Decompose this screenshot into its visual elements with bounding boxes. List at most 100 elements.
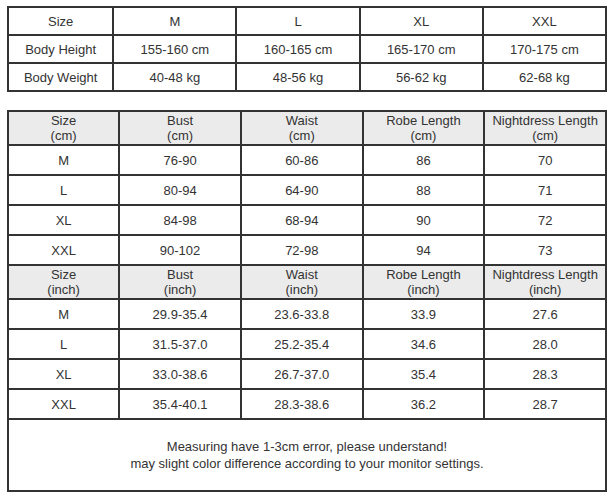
waist-cell: 68-94 <box>241 205 363 235</box>
robe-length-cell: 90 <box>363 205 485 235</box>
header-unit: (cm) <box>122 128 238 143</box>
bust-cell: 80-94 <box>119 175 241 205</box>
weight-cell: 56-62 kg <box>360 63 483 91</box>
header-unit: (inch) <box>487 282 603 297</box>
row-xl-inch: XL 33.0-38.6 26.7-37.0 35.4 28.3 <box>8 359 606 389</box>
nightdress-length-cell: 27.6 <box>484 299 606 329</box>
waist-cell: 60-86 <box>241 145 363 175</box>
size-cell: XL <box>8 205 119 235</box>
bust-cell: 90-102 <box>119 235 241 265</box>
row-m-cm: M 76-90 60-86 86 70 <box>8 145 606 175</box>
header-title: Size <box>11 267 116 282</box>
header-cell-l: L <box>236 7 359 35</box>
header-cell-waist-cm: Waist (cm) <box>241 111 363 145</box>
header-unit: (inch) <box>11 282 116 297</box>
row-l-cm: L 80-94 64-90 88 71 <box>8 175 606 205</box>
header-title: Robe Length <box>366 267 482 282</box>
size-cell: M <box>8 145 119 175</box>
measuring-note: Measuring have 1-3cm error, please under… <box>8 419 606 491</box>
robe-length-cell: 86 <box>363 145 485 175</box>
header-cell-robe-length-cm: Robe Length (cm) <box>363 111 485 145</box>
weight-cell: 62-68 kg <box>483 63 606 91</box>
header-unit: (inch) <box>244 282 360 297</box>
row-xxl-inch: XXL 35.4-40.1 28.3-38.6 36.2 28.7 <box>8 389 606 419</box>
header-cell-xl: XL <box>360 7 483 35</box>
nightdress-length-cell: 71 <box>484 175 606 205</box>
size-cell: M <box>8 299 119 329</box>
header-title: Waist <box>244 267 360 282</box>
size-cell: L <box>8 175 119 205</box>
robe-length-cell: 35.4 <box>363 359 485 389</box>
body-height-row: Body Height 155-160 cm 160-165 cm 165-17… <box>8 35 606 63</box>
size-cell: XXL <box>8 389 119 419</box>
header-cell-robe-length-inch: Robe Length (inch) <box>363 265 485 299</box>
header-title: Robe Length <box>366 113 482 128</box>
height-cell: 155-160 cm <box>113 35 236 63</box>
cm-header-row: Size (cm) Bust (cm) Waist (cm) Robe Leng… <box>8 111 606 145</box>
nightdress-length-cell: 70 <box>484 145 606 175</box>
robe-length-cell: 88 <box>363 175 485 205</box>
row-m-inch: M 29.9-35.4 23.6-33.8 33.9 27.6 <box>8 299 606 329</box>
header-unit: (inch) <box>366 282 482 297</box>
note-line-2: may slight color difference according to… <box>11 455 603 472</box>
height-cell: 170-175 cm <box>483 35 606 63</box>
robe-length-cell: 94 <box>363 235 485 265</box>
header-cell-bust-cm: Bust (cm) <box>119 111 241 145</box>
size-cell: L <box>8 329 119 359</box>
header-title: Bust <box>122 113 238 128</box>
header-cell-size-inch: Size (inch) <box>8 265 119 299</box>
note-row: Measuring have 1-3cm error, please under… <box>8 419 606 491</box>
inch-header-row: Size (inch) Bust (inch) Waist (inch) Rob… <box>8 265 606 299</box>
waist-cell: 64-90 <box>241 175 363 205</box>
row-xl-cm: XL 84-98 68-94 90 72 <box>8 205 606 235</box>
body-table-header-row: Size M L XL XXL <box>8 7 606 35</box>
waist-cell: 28.3-38.6 <box>241 389 363 419</box>
nightdress-length-cell: 28.7 <box>484 389 606 419</box>
size-cell: XL <box>8 359 119 389</box>
bust-cell: 29.9-35.4 <box>119 299 241 329</box>
header-unit: (inch) <box>122 282 238 297</box>
bust-cell: 76-90 <box>119 145 241 175</box>
header-cell-waist-inch: Waist (inch) <box>241 265 363 299</box>
note-line-1: Measuring have 1-3cm error, please under… <box>11 438 603 455</box>
header-unit: (cm) <box>366 128 482 143</box>
body-measurements-table: Size M L XL XXL Body Height 155-160 cm 1… <box>7 6 607 92</box>
header-title: Nightdress Length <box>487 113 603 128</box>
header-cell-nightdress-length-cm: Nightdress Length (cm) <box>484 111 606 145</box>
nightdress-length-cell: 28.3 <box>484 359 606 389</box>
nightdress-length-cell: 73 <box>484 235 606 265</box>
bust-cell: 84-98 <box>119 205 241 235</box>
height-cell: 165-170 cm <box>360 35 483 63</box>
header-title: Size <box>11 113 116 128</box>
nightdress-length-cell: 72 <box>484 205 606 235</box>
row-l-inch: L 31.5-37.0 25.2-35.4 34.6 28.0 <box>8 329 606 359</box>
header-title: Waist <box>244 113 360 128</box>
header-cell-size-cm: Size (cm) <box>8 111 119 145</box>
size-cell: XXL <box>8 235 119 265</box>
bust-cell: 33.0-38.6 <box>119 359 241 389</box>
waist-cell: 72-98 <box>241 235 363 265</box>
header-unit: (cm) <box>11 128 116 143</box>
header-cell-nightdress-length-inch: Nightdress Length (inch) <box>484 265 606 299</box>
header-cell-size: Size <box>8 7 113 35</box>
robe-length-cell: 36.2 <box>363 389 485 419</box>
header-unit: (cm) <box>244 128 360 143</box>
waist-cell: 23.6-33.8 <box>241 299 363 329</box>
nightdress-length-cell: 28.0 <box>484 329 606 359</box>
waist-cell: 26.7-37.0 <box>241 359 363 389</box>
height-cell: 160-165 cm <box>236 35 359 63</box>
row-xxl-cm: XXL 90-102 72-98 94 73 <box>8 235 606 265</box>
header-cell-xxl: XXL <box>483 7 606 35</box>
header-title: Nightdress Length <box>487 267 603 282</box>
header-cell-m: M <box>113 7 236 35</box>
garment-size-table: Size (cm) Bust (cm) Waist (cm) Robe Leng… <box>7 110 607 492</box>
header-cell-bust-inch: Bust (inch) <box>119 265 241 299</box>
weight-cell: 48-56 kg <box>236 63 359 91</box>
weight-cell: 40-48 kg <box>113 63 236 91</box>
row-label: Body Weight <box>8 63 113 91</box>
row-label: Body Height <box>8 35 113 63</box>
waist-cell: 25.2-35.4 <box>241 329 363 359</box>
body-weight-row: Body Weight 40-48 kg 48-56 kg 56-62 kg 6… <box>8 63 606 91</box>
bust-cell: 35.4-40.1 <box>119 389 241 419</box>
header-title: Bust <box>122 267 238 282</box>
